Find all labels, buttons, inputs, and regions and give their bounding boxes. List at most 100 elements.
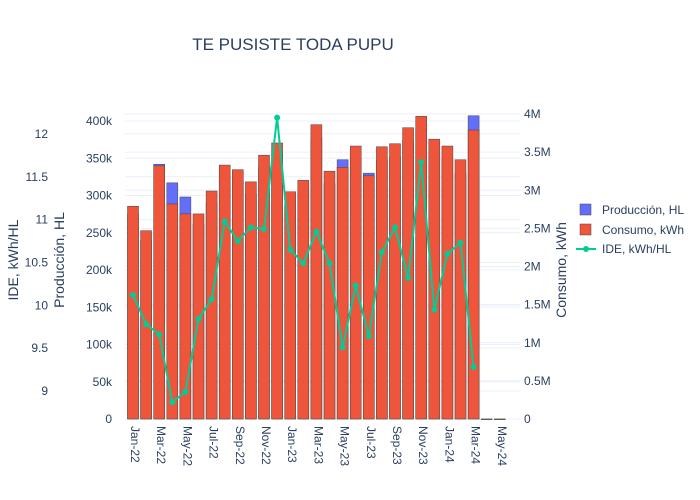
ide-point	[457, 239, 464, 246]
y1-tick-label: 11	[36, 213, 49, 227]
ide-point	[392, 224, 398, 231]
bar-consumo	[297, 180, 310, 420]
ide-point	[234, 238, 241, 245]
ide-point	[365, 333, 372, 340]
ide-point	[352, 282, 359, 289]
x-tick-label: Jan-24	[442, 426, 456, 463]
y1-tick-label: 12	[35, 127, 49, 141]
ide-point	[261, 226, 267, 233]
legend: Producción, HL Consumo, kWh IDE, kWh/HL	[576, 203, 684, 256]
x-tick-label: Nov-22	[259, 426, 273, 465]
legend-marker-ide	[583, 246, 589, 252]
legend-label-produccion: Producción, HL	[602, 203, 684, 217]
x-tick-label: May-24	[495, 426, 509, 466]
ide-point	[247, 224, 254, 231]
y3-tick-label: 2M	[524, 260, 541, 274]
ide-point	[326, 260, 333, 267]
legend-swatch-produccion	[579, 203, 592, 216]
bar-consumo	[205, 190, 218, 420]
ide-point	[156, 331, 163, 338]
chart-title: TE PUSISTE TODA PUPU	[192, 35, 394, 54]
ide-point	[274, 114, 281, 121]
x-tick-label: Sep-22	[233, 426, 247, 465]
legend-label-ide: IDE, kWh/HL	[602, 242, 672, 256]
bar-consumo	[218, 164, 231, 420]
ide-point	[169, 399, 176, 406]
bar-consumo	[467, 129, 480, 420]
x-tick-label: May-23	[338, 426, 352, 466]
legend-item-produccion[interactable]: Producción, HL	[579, 203, 684, 217]
y3-tick-label: 2.5M	[524, 221, 551, 235]
y1-tick-label: 9	[41, 384, 48, 398]
bar-consumo	[166, 203, 179, 420]
y3-tick-label: 4M	[524, 107, 541, 121]
y2-tick-label: 50k	[93, 375, 113, 389]
bar-consumo	[389, 143, 401, 420]
bar-consumo	[127, 206, 139, 420]
bar-consumo	[494, 418, 506, 420]
x-tick-label: Jul-23	[364, 426, 378, 459]
y2-tick-label: 150k	[86, 300, 113, 314]
y3-tick-label: 0.5M	[524, 374, 551, 388]
bar-consumo	[428, 138, 441, 420]
ide-point	[405, 274, 412, 281]
bar-consumo	[245, 181, 257, 420]
y3-axis-label: Consumo, kWh	[553, 222, 569, 318]
x-tick-label: May-22	[180, 426, 194, 466]
y3-tick-label: 0	[524, 412, 531, 426]
bar-consumo	[323, 170, 336, 420]
ide-point	[470, 364, 477, 371]
bar-consumo	[363, 175, 375, 420]
bar-consumo	[232, 169, 244, 420]
bar-consumo	[258, 154, 270, 420]
x-tick-label: Mar-22	[154, 426, 168, 464]
y2-tick-label: 300k	[86, 189, 113, 203]
legend-item-ide[interactable]: IDE, kWh/HL	[576, 242, 672, 256]
ide-point	[378, 249, 385, 256]
y3-tick-label: 3.5M	[524, 145, 551, 159]
bar-consumo	[454, 159, 467, 420]
y2-axis-label: Producción, HL	[51, 212, 67, 308]
ide-point	[444, 250, 451, 257]
ide-point	[208, 296, 215, 303]
legend-item-consumo[interactable]: Consumo, kWh	[579, 223, 684, 237]
bar-consumo	[284, 191, 296, 420]
ide-point	[418, 159, 425, 166]
y2-tick-label: 350k	[86, 151, 113, 165]
ide-point	[143, 321, 150, 328]
y1-axis-label: IDE, kWh/HL	[5, 219, 21, 300]
bar-consumo	[441, 145, 454, 420]
x-tick-label: Jul-22	[207, 426, 221, 459]
y1-tick-label: 11.5	[26, 170, 49, 184]
bar-consumo	[480, 418, 493, 420]
ide-point	[300, 260, 307, 267]
y3-tick-label: 3M	[524, 183, 541, 197]
x-tick-label: Jan-22	[128, 426, 142, 463]
y3-tick-label: 1.5M	[524, 298, 551, 312]
legend-swatch-consumo	[579, 223, 592, 236]
x-tick-label: Nov-23	[416, 426, 430, 465]
legend-label-consumo: Consumo, kWh	[602, 223, 684, 237]
ide-point	[313, 228, 320, 235]
bar-consumo	[336, 167, 349, 420]
y2-tick-label: 100k	[86, 338, 113, 352]
y1-tick-label: 9.5	[31, 341, 48, 355]
y2-tick-label: 200k	[86, 263, 113, 277]
bar-consumo	[349, 145, 362, 420]
bar-consumo	[310, 124, 323, 420]
ide-point	[182, 388, 189, 395]
ide-point	[287, 246, 294, 253]
y2-tick-label: 0	[105, 412, 112, 426]
bar-consumo	[179, 213, 192, 420]
bar-consumo	[271, 142, 283, 420]
y2-tick-label: 250k	[86, 226, 113, 240]
y1-tick-label: 10	[35, 298, 49, 312]
x-tick-label: Sep-23	[390, 426, 404, 465]
y3-tick-label: 1M	[524, 336, 541, 350]
x-tick-label: Mar-24	[469, 426, 483, 464]
y1-tick-label: 10.5	[25, 255, 49, 269]
bar-consumo	[153, 165, 165, 420]
x-tick-label: Jan-23	[285, 426, 299, 463]
